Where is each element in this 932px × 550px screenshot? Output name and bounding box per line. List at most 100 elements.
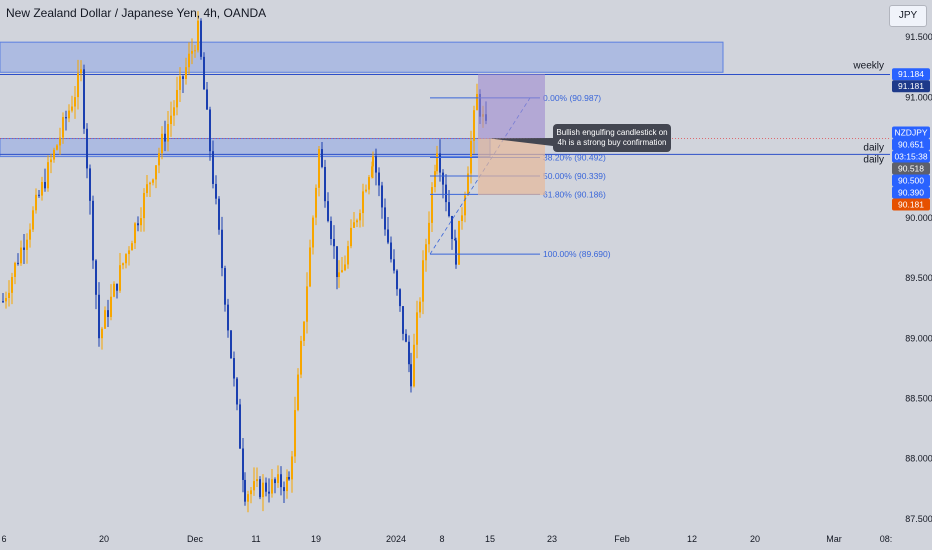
currency-button[interactable]: JPY [889,5,927,27]
candle-body [107,310,109,317]
candle-body [250,490,252,495]
candle-body [221,229,223,269]
candle-body [419,301,421,313]
candle-body [146,184,148,194]
candle [11,272,13,305]
candle [239,398,241,449]
candle [405,329,407,343]
candle-body [454,239,456,241]
position-target-zone [478,74,545,139]
candle-body [455,240,457,265]
candle-body [277,474,279,484]
candle [95,259,97,310]
candle [215,175,217,205]
candle [26,233,28,264]
candle-body [413,344,415,387]
candles-layer [2,11,487,513]
candle-body [2,301,4,303]
candle-body [445,184,447,203]
candle [413,333,415,388]
x-tick-label: Mar [826,534,842,544]
price-label-text: 91.184 [898,69,924,79]
x-tick-label: 20 [99,534,109,544]
chart-title: New Zealand Dollar / Japanese Yen, 4h, O… [6,6,267,20]
x-tick-label: Feb [614,534,630,544]
candle-body [38,194,40,196]
candle-body [268,491,270,494]
candle-body [47,162,49,189]
candle-body [89,168,91,201]
candle [41,176,43,201]
candle [149,181,151,197]
candle-body [315,187,317,218]
candle-body [283,487,285,492]
candle [110,284,112,321]
candle-body [336,246,338,278]
candle-body [92,200,94,261]
candle-body [140,218,142,226]
price-label-text: 90.651 [898,140,924,150]
annotation-box [553,124,671,152]
candle-body [399,289,401,307]
candle-body [309,247,311,287]
candle [29,223,31,248]
candle-body [375,156,377,173]
candle-body [330,220,332,239]
candle-body [215,183,217,199]
candle-body [321,149,323,167]
candle [194,44,196,58]
fib-level-label: 38.20% (90.492) [543,153,606,163]
candle [303,321,305,346]
candle-body [206,89,208,110]
price-label-text: NZDJPY [894,128,927,138]
price-label-box [892,186,930,199]
candle-body [197,20,199,51]
candle [2,293,4,304]
candle-body [23,247,25,250]
candle-body [26,239,28,250]
price-label-box [892,68,930,81]
candle [256,467,258,488]
candle [365,184,367,193]
annotation-pointer [489,138,553,146]
y-tick-label: 88.000 [905,454,932,464]
candle-body [371,166,373,178]
x-tick-label: 8 [439,534,444,544]
candle-body [110,296,112,317]
candle-body [476,93,478,111]
price-label-text: 90.181 [898,200,924,210]
candle-body [152,179,154,183]
candle-body [318,149,320,188]
candle-body [253,481,255,491]
candle-body [239,404,241,449]
candle-body [59,137,61,146]
daily-label: daily [863,154,884,165]
annotation-text: Bullish engulfing candlestick on [556,128,667,137]
candle [416,300,418,359]
candle-body [203,56,205,90]
candle-body [11,276,13,293]
candle-body [200,20,202,57]
candle [410,352,412,393]
candle [98,282,100,347]
candle [161,126,163,160]
fib-level-label: 50.00% (90.339) [543,171,606,181]
candle [146,174,148,197]
candle [464,191,466,223]
candle [294,396,296,463]
candle [356,218,358,227]
long-position-tool[interactable] [478,74,545,196]
candle [318,145,320,197]
candle [227,298,229,338]
candle-body [422,260,424,302]
candle-body [65,117,67,119]
y-tick-label: 89.000 [905,333,932,343]
candle [221,216,223,277]
candle [71,95,73,113]
candle-body [372,156,374,167]
candle [176,76,178,116]
candle [431,182,433,232]
x-tick-label: 15 [485,534,495,544]
